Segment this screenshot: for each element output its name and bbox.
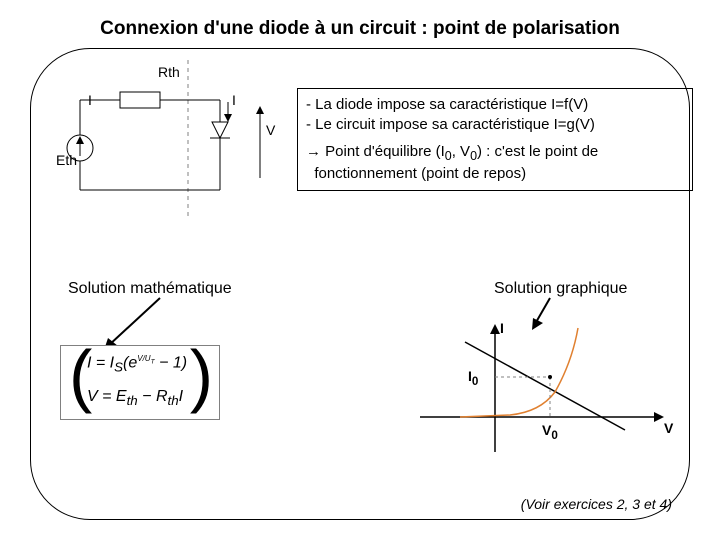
equation-2: V = Eth − RthI bbox=[87, 388, 183, 408]
graph-label-v0: V0 bbox=[542, 422, 558, 442]
label-rth: Rth bbox=[158, 64, 180, 80]
graph-label-i: I bbox=[500, 320, 504, 336]
explain-line3: → Point d'équilibre (I0, V0) : c'est le … bbox=[306, 142, 684, 164]
explanation-box: - La diode impose sa caractéristique I=f… bbox=[297, 88, 693, 191]
label-i-left: I bbox=[88, 92, 92, 108]
explain-line4: fonctionnement (point de repos) bbox=[306, 164, 684, 184]
page-title: Connexion d'une diode à un circuit : poi… bbox=[0, 18, 720, 40]
circuit-diagram: Rth I I V Eth bbox=[60, 60, 270, 210]
label-i-right: I bbox=[232, 92, 236, 108]
explain-line1: - La diode impose sa caractéristique I=f… bbox=[306, 95, 684, 115]
explain-line2: - Le circuit impose sa caractéristique I… bbox=[306, 115, 684, 135]
graph-label-i0: I0 bbox=[468, 368, 478, 388]
graph-label-v: V bbox=[664, 420, 673, 436]
equation-1: I = IS(eV/UT − 1) bbox=[87, 354, 187, 375]
footer-note: (Voir exercices 2, 3 et 4) bbox=[521, 496, 672, 512]
graph-operating-point: I V I0 V0 bbox=[400, 322, 680, 472]
label-v: V bbox=[266, 122, 275, 138]
formula-box: ( ) I = IS(eV/UT − 1) V = Eth − RthI bbox=[60, 345, 220, 420]
label-eth: Eth bbox=[56, 152, 77, 168]
